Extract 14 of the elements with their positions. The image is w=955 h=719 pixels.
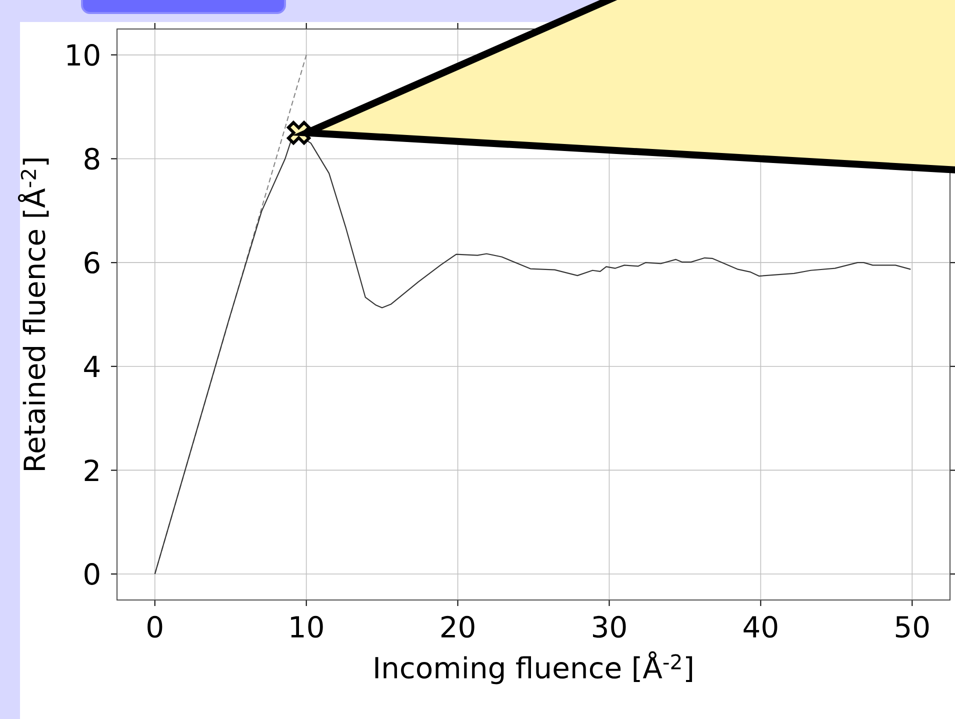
y-tick-label: 8 [84,148,100,170]
y-axis-title: Retained fluence [Å$^{-2}$] [18,158,49,470]
y-tick-label: 10 [67,44,100,66]
x-tick-label: 50 [896,616,929,638]
y-tick-label: 4 [84,356,100,377]
x-tick-label: 10 [291,616,323,638]
x-tick-label: 0 [148,616,162,638]
y-tick-label: 2 [84,459,98,481]
x-tick-label: 30 [592,616,626,638]
x-axis-title: Incoming fluence [Å$^{-2}$] [375,651,692,684]
y-tick-label: 0 [84,563,100,585]
x-tick-label: 40 [744,616,778,638]
x-tick-label: 20 [441,616,474,638]
y-tick-label: 6 [84,252,100,274]
